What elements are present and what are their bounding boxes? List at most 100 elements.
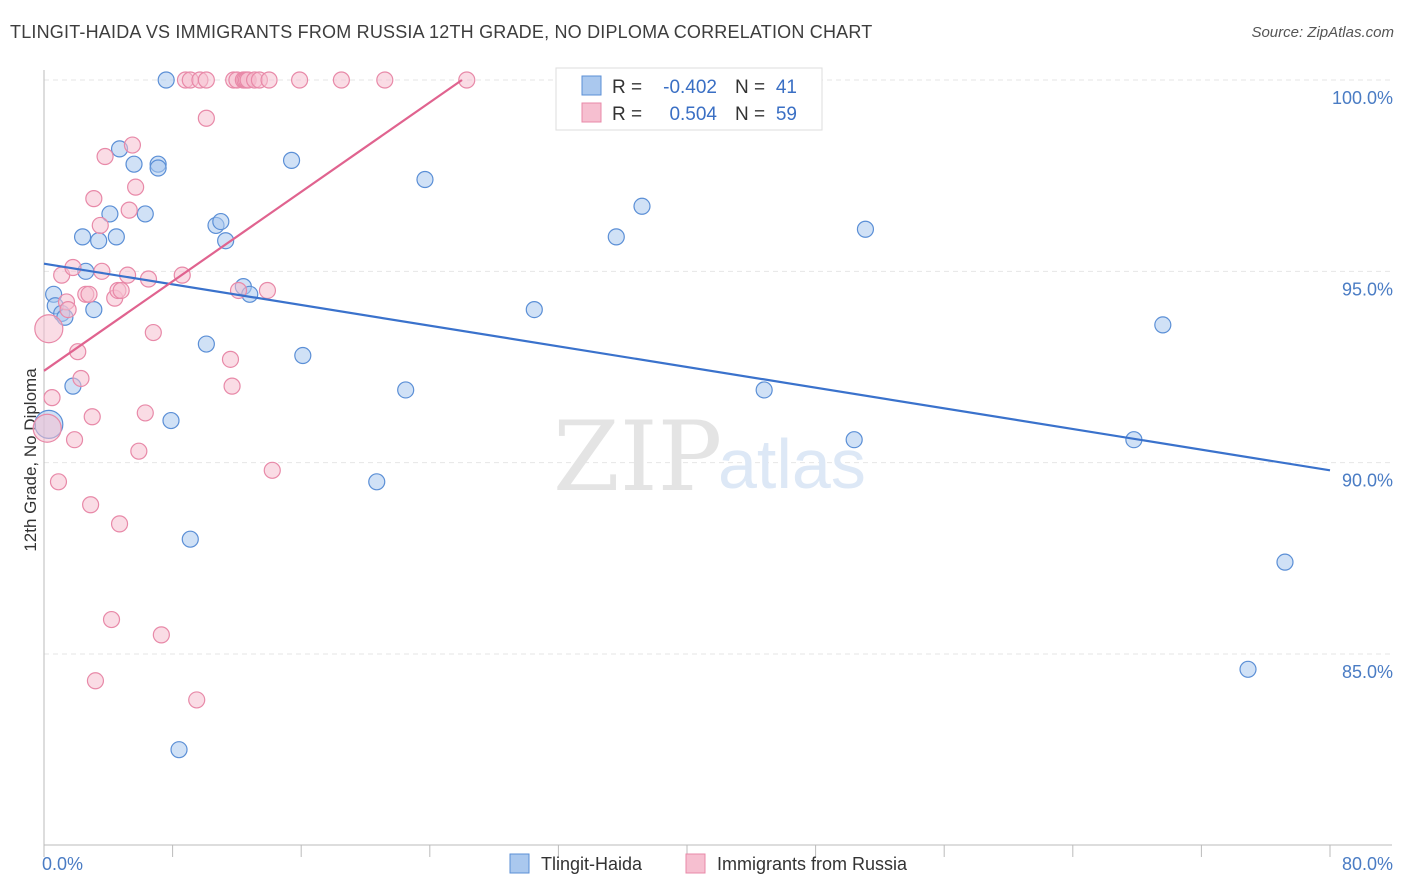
point-immigrants-russia — [127, 178, 145, 196]
point-tlingit-haida — [845, 431, 863, 449]
point-immigrants-russia — [82, 496, 100, 514]
watermark-zip: ZIP — [553, 401, 722, 513]
point-tlingit-haida — [157, 71, 175, 89]
trend-line-tlingit-haida — [43, 262, 1331, 472]
point-immigrants-russia — [72, 369, 90, 388]
data-points — [32, 71, 1294, 759]
point-immigrants-russia — [65, 431, 84, 449]
point-immigrants-russia — [80, 285, 98, 303]
point-tlingit-haida — [856, 220, 875, 238]
point-immigrants-russia — [458, 71, 476, 89]
watermark-atlas: atlas — [718, 425, 866, 503]
point-tlingit-haida — [90, 232, 108, 250]
point-tlingit-haida — [1154, 316, 1172, 334]
point-immigrants-russia — [197, 71, 215, 89]
point-tlingit-haida — [170, 741, 188, 759]
point-tlingit-haida — [125, 155, 143, 173]
point-immigrants-russia — [96, 147, 114, 166]
point-immigrants-russia — [197, 109, 215, 127]
point-immigrants-russia — [91, 216, 109, 235]
point-tlingit-haida — [73, 228, 92, 246]
r-label-russia: R = — [612, 104, 642, 125]
point-tlingit-haida — [755, 381, 773, 399]
x-tick-label: 0.0% — [42, 854, 83, 874]
stats-legend: R = -0.402 N = 41 R = 0.504 N = 59 — [555, 67, 823, 131]
y-tick-label: 100.0% — [1332, 88, 1393, 108]
x-tick-label: 80.0% — [1342, 854, 1393, 874]
point-immigrants-russia — [188, 691, 206, 709]
point-immigrants-russia — [123, 136, 142, 154]
point-immigrants-russia — [32, 413, 62, 443]
legend-label-tlingit: Tlingit-Haida — [541, 854, 643, 874]
point-immigrants-russia — [332, 71, 350, 89]
point-tlingit-haida — [633, 197, 651, 215]
point-immigrants-russia — [43, 389, 61, 407]
n-value-tlingit: 41 — [776, 77, 797, 98]
trend-lines — [43, 79, 1331, 472]
legend-swatch-russia-bottom — [685, 853, 706, 874]
legend-swatch-tlingit-bottom — [509, 853, 530, 874]
point-immigrants-russia — [376, 71, 394, 89]
point-immigrants-russia — [86, 672, 105, 690]
point-tlingit-haida — [397, 381, 415, 399]
y-axis-label: 12th Grade, No Diploma — [21, 368, 40, 552]
r-value-russia: 0.504 — [669, 104, 717, 125]
point-immigrants-russia — [223, 377, 241, 395]
point-immigrants-russia — [110, 515, 129, 533]
n-label-russia: N = — [735, 104, 765, 125]
n-label-tlingit: N = — [735, 77, 765, 98]
point-tlingit-haida — [149, 159, 167, 177]
y-tick-label: 90.0% — [1342, 471, 1393, 491]
point-immigrants-russia — [136, 404, 154, 422]
point-immigrants-russia — [290, 71, 309, 89]
point-immigrants-russia — [258, 281, 277, 300]
n-value-russia: 59 — [776, 104, 797, 125]
x-tick-labels: 0.0% 80.0% — [42, 854, 1393, 874]
point-tlingit-haida — [85, 301, 103, 319]
point-tlingit-haida — [162, 411, 180, 430]
series-legend: Tlingit-Haida Immigrants from Russia — [509, 853, 908, 874]
point-tlingit-haida — [416, 170, 434, 189]
point-tlingit-haida — [525, 301, 543, 319]
grid-lines — [44, 79, 1392, 655]
point-tlingit-haida — [197, 335, 215, 353]
point-tlingit-haida — [294, 346, 312, 365]
point-immigrants-russia — [144, 323, 162, 342]
trend-line-immigrants-russia — [43, 79, 463, 372]
point-immigrants-russia — [102, 610, 121, 629]
y-tick-labels: 85.0% 90.0% 95.0% 100.0% — [1332, 88, 1393, 682]
point-immigrants-russia — [34, 314, 64, 344]
point-immigrants-russia — [59, 301, 77, 319]
point-tlingit-haida — [212, 212, 230, 231]
point-tlingit-haida — [101, 205, 119, 223]
point-immigrants-russia — [263, 461, 281, 479]
point-immigrants-russia — [49, 473, 68, 491]
point-immigrants-russia — [85, 190, 103, 208]
point-immigrants-russia — [152, 626, 170, 644]
y-tick-label: 85.0% — [1342, 662, 1393, 682]
point-tlingit-haida — [107, 228, 125, 246]
r-label-tlingit: R = — [612, 77, 642, 98]
point-tlingit-haida — [181, 530, 199, 548]
legend-swatch-russia — [581, 102, 602, 123]
legend-label-russia: Immigrants from Russia — [717, 854, 908, 874]
r-value-tlingit: -0.402 — [663, 77, 717, 98]
chart-title: TLINGIT-HAIDA VS IMMIGRANTS FROM RUSSIA … — [10, 22, 873, 42]
point-tlingit-haida — [1276, 553, 1294, 571]
point-immigrants-russia — [221, 350, 240, 368]
point-tlingit-haida — [217, 232, 235, 250]
point-tlingit-haida — [368, 473, 386, 491]
point-immigrants-russia — [130, 442, 148, 460]
point-tlingit-haida — [607, 228, 625, 246]
point-tlingit-haida — [1239, 660, 1257, 678]
point-immigrants-russia — [112, 281, 130, 300]
point-immigrants-russia — [120, 201, 138, 219]
point-immigrants-russia — [260, 71, 278, 89]
point-immigrants-russia — [83, 408, 101, 426]
chart-source: Source: ZipAtlas.com — [1251, 24, 1394, 41]
point-tlingit-haida — [282, 151, 301, 169]
point-tlingit-haida — [136, 205, 154, 223]
y-tick-label: 95.0% — [1342, 279, 1393, 299]
legend-swatch-tlingit — [581, 75, 602, 96]
